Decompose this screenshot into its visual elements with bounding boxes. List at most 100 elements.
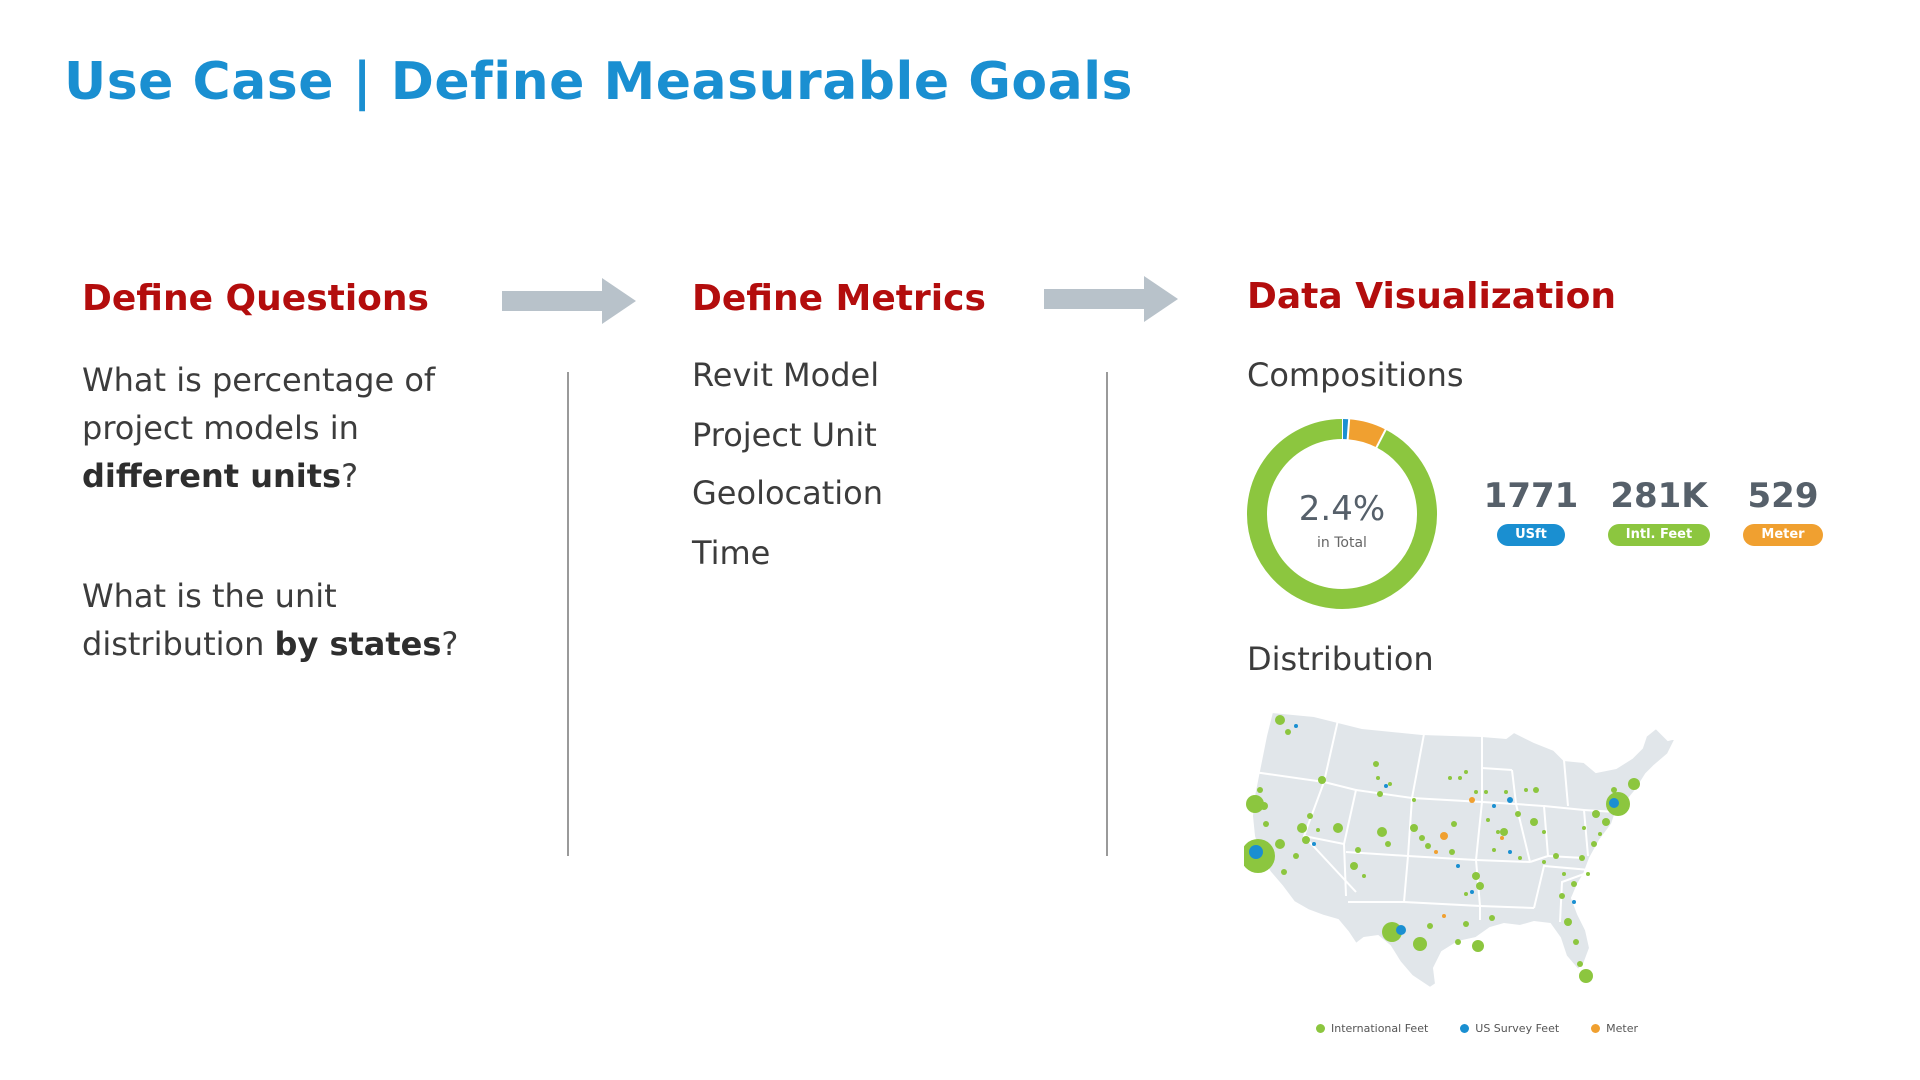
map-bubble	[1249, 845, 1263, 859]
question-2-text-a: What is the unit distribution	[82, 577, 337, 663]
stat-intl-feet-value: 281K	[1610, 476, 1708, 516]
define-metrics-heading: Define Metrics	[692, 278, 986, 319]
map-bubble	[1333, 823, 1343, 833]
stat-usft-badge: USft	[1497, 524, 1565, 546]
map-bubble	[1458, 776, 1462, 780]
map-bubble	[1449, 849, 1455, 855]
map-bubble	[1508, 850, 1512, 854]
donut-center-label: in Total	[1317, 535, 1367, 551]
legend-dot-meter	[1591, 1024, 1601, 1033]
donut-slice-international-feet	[1247, 419, 1437, 609]
us-distribution-map	[1244, 710, 1678, 990]
right-arrow-icon	[1044, 276, 1178, 322]
map-bubble	[1489, 915, 1495, 921]
metric-time: Time	[692, 534, 771, 572]
map-bubble	[1602, 818, 1610, 826]
map-bubble	[1628, 778, 1640, 790]
question-2-text-c: ?	[441, 625, 459, 663]
map-bubble	[1434, 850, 1438, 854]
map-bubble	[1285, 729, 1291, 735]
map-bubble	[1515, 811, 1521, 817]
map-bubble	[1530, 818, 1538, 826]
map-bubble	[1464, 892, 1468, 896]
donut-center-value: 2.4%	[1299, 489, 1385, 529]
map-bubble	[1472, 872, 1480, 880]
map-bubble	[1470, 890, 1474, 894]
map-bubble	[1377, 827, 1387, 837]
compositions-label: Compositions	[1247, 356, 1464, 394]
map-bubble	[1542, 830, 1546, 834]
column-divider-2	[1106, 372, 1108, 856]
legend-international-feet: International Feet	[1316, 1022, 1428, 1035]
map-bubble	[1307, 813, 1313, 819]
map-bubble	[1474, 790, 1478, 794]
map-bubble	[1564, 918, 1572, 926]
map-bubble	[1591, 841, 1597, 847]
map-bubble	[1582, 826, 1586, 830]
distribution-label: Distribution	[1247, 640, 1434, 678]
map-bubble	[1294, 724, 1298, 728]
stat-intl-feet-badge: Intl. Feet	[1607, 524, 1711, 546]
map-bubble	[1542, 860, 1546, 864]
map-bubble	[1275, 715, 1285, 725]
map-bubble	[1496, 830, 1500, 834]
map-bubble	[1442, 914, 1446, 918]
map-bubble	[1463, 921, 1469, 927]
legend-dot-us-survey-feet	[1460, 1024, 1470, 1033]
map-bubble	[1448, 776, 1452, 780]
data-visualization-heading: Data Visualization	[1247, 276, 1616, 317]
stat-meter-value: 529	[1747, 476, 1819, 516]
map-bubble	[1484, 790, 1488, 794]
map-bubble	[1451, 821, 1457, 827]
legend-label-us-survey-feet: US Survey Feet	[1475, 1022, 1560, 1035]
map-bubble	[1472, 940, 1484, 952]
donut-slice-separator	[1375, 428, 1388, 449]
map-legend: International Feet US Survey Feet Meter	[1316, 1022, 1638, 1035]
map-bubble	[1500, 828, 1508, 836]
question-1: What is percentage of project models in …	[82, 356, 522, 500]
map-bubble	[1579, 969, 1593, 983]
map-bubble	[1464, 770, 1468, 774]
map-bubble	[1275, 839, 1285, 849]
stat-meter: 529 Meter	[1728, 476, 1838, 546]
map-bubble	[1281, 869, 1287, 875]
metric-revit-model: Revit Model	[692, 356, 880, 394]
map-bubble	[1385, 841, 1391, 847]
map-bubble	[1533, 787, 1539, 793]
map-bubble	[1598, 832, 1602, 836]
map-bubble	[1377, 791, 1383, 797]
map-bubble	[1500, 836, 1504, 840]
page-title: Use Case | Define Measurable Goals	[64, 52, 1133, 112]
question-2: What is the unit distribution by states?	[82, 572, 522, 668]
map-bubble	[1456, 864, 1460, 868]
map-bubble	[1571, 881, 1577, 887]
metric-geolocation: Geolocation	[692, 474, 884, 512]
map-bubble	[1455, 939, 1461, 945]
stat-usft: 1771 USft	[1476, 476, 1586, 546]
map-bubble	[1350, 862, 1358, 870]
map-bubble	[1373, 761, 1379, 767]
map-bubble	[1396, 925, 1406, 935]
map-bubble	[1257, 787, 1263, 793]
metric-project-unit: Project Unit	[692, 416, 877, 454]
map-bubble	[1573, 939, 1579, 945]
map-bubble	[1611, 787, 1617, 793]
map-bubble	[1355, 847, 1361, 853]
us-map-land	[1250, 710, 1678, 990]
legend-dot-international-feet	[1316, 1024, 1325, 1033]
define-questions-heading: Define Questions	[82, 278, 429, 319]
map-bubble	[1518, 856, 1522, 860]
column-divider-1	[567, 372, 569, 856]
map-bubble	[1577, 961, 1583, 967]
map-bubble	[1384, 784, 1388, 788]
map-bubble	[1592, 810, 1600, 818]
question-1-text-bold: different units	[82, 457, 342, 495]
question-1-text-c: ?	[341, 457, 359, 495]
map-bubble	[1246, 795, 1264, 813]
map-bubble	[1410, 824, 1418, 832]
stat-usft-value: 1771	[1483, 476, 1579, 516]
map-bubble	[1293, 853, 1299, 859]
map-bubble	[1572, 900, 1576, 904]
map-bubble	[1425, 843, 1431, 849]
map-bubble	[1376, 776, 1380, 780]
